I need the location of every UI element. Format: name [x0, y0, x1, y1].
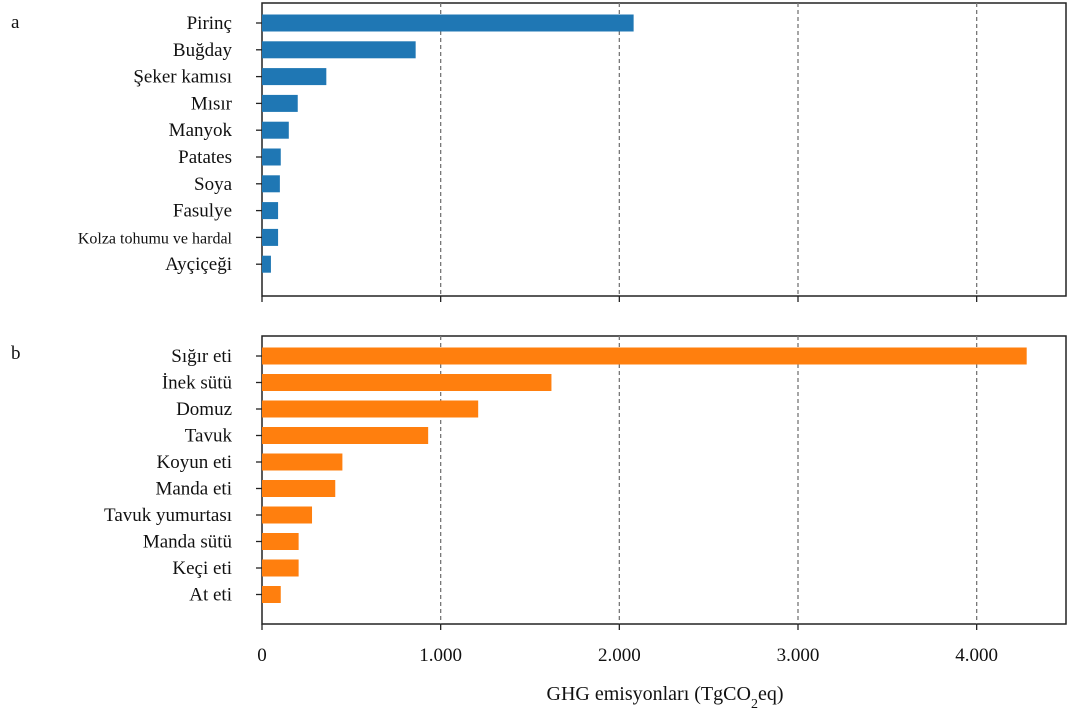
category-label: Keçi eti — [172, 558, 232, 579]
bar — [262, 347, 1027, 365]
bar — [262, 41, 416, 59]
category-label: Sığır eti — [171, 346, 232, 367]
bar — [262, 453, 343, 471]
bar — [262, 228, 279, 246]
x-tick-label: 3.000 — [777, 645, 820, 666]
category-label: Kolza tohumu ve hardal — [78, 230, 233, 247]
bar — [262, 202, 279, 220]
category-label: Şeker kamısı — [133, 67, 232, 88]
x-axis-title: GHG emisyonları (TgCO2eq) — [547, 683, 784, 712]
panel-label: a — [11, 12, 20, 33]
bar — [262, 506, 313, 524]
category-label: İnek sütü — [162, 373, 233, 394]
x-tick-label: 1.000 — [419, 645, 462, 666]
category-label: Buğday — [173, 40, 233, 61]
panel-b: b Sığır eti İnek sütü Domuz Tavuk Koyun eti Ma… — [11, 335, 1067, 630]
bar — [262, 94, 298, 112]
category-label: At eti — [189, 585, 232, 606]
panel-label: b — [11, 343, 21, 364]
bar — [262, 533, 299, 550]
category-label: Patates — [178, 147, 232, 168]
category-label: Ayçiçeği — [165, 254, 232, 275]
x-tick-label: 2.000 — [598, 645, 641, 666]
category-label: Domuz — [176, 399, 232, 420]
bar — [262, 121, 289, 139]
category-label: Manda sütü — [143, 532, 233, 553]
category-label: Manda eti — [155, 479, 232, 500]
x-axis-title-tail: eq) — [758, 683, 784, 705]
category-label: Soya — [194, 174, 233, 195]
bar — [262, 255, 271, 273]
category-label: Manyok — [169, 120, 233, 141]
bar — [262, 14, 634, 32]
x-axis-title-main: GHG emisyonları (TgCO — [547, 683, 751, 705]
x-axis-title-subscript: 2 — [751, 697, 758, 712]
x-tick-label: 0 — [257, 645, 267, 666]
category-label: Koyun eti — [157, 452, 232, 473]
bar — [262, 400, 479, 418]
x-axis: 0 1.000 2.000 3.000 4.000 — [257, 645, 998, 666]
bar — [262, 559, 299, 577]
bar — [262, 175, 280, 193]
bar — [262, 480, 336, 497]
category-label: Fasulye — [173, 201, 232, 222]
category-label: Tavuk yumurtası — [104, 505, 232, 526]
x-tick-label: 4.000 — [955, 645, 998, 666]
bar — [262, 148, 281, 166]
bar — [262, 374, 552, 391]
bar — [262, 427, 429, 444]
bar — [262, 586, 281, 603]
category-label: Tavuk — [185, 426, 233, 447]
panel-a: a Pirinç Buğday Şeker kamısı Mısır Manyok Pata… — [11, 2, 1067, 302]
category-label: Pirinç — [187, 13, 232, 34]
bar — [262, 68, 327, 86]
category-label: Mısır — [191, 93, 233, 114]
